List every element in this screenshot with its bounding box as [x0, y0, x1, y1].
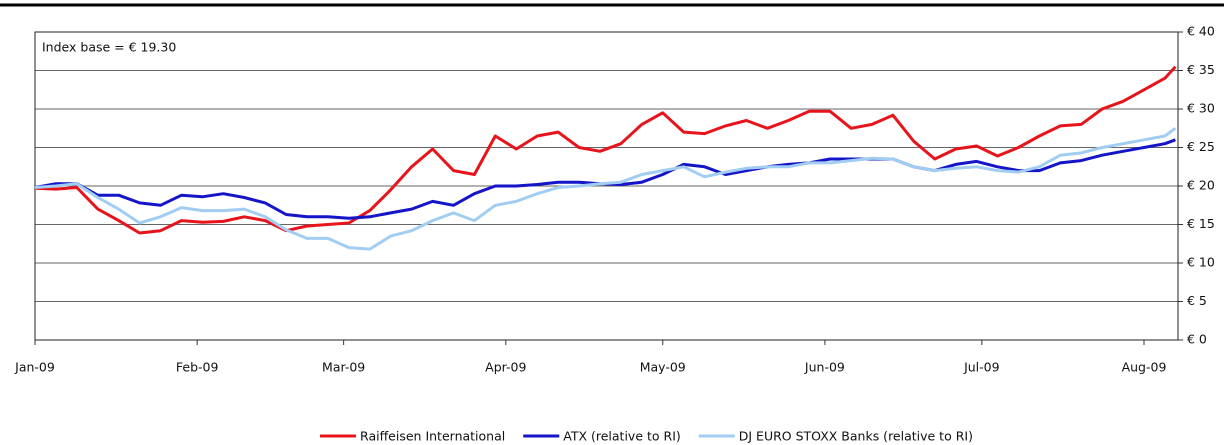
y-tick-label: € 40: [1187, 24, 1215, 39]
series-line: [34, 65, 1177, 235]
legend-label: Raiffeisen International: [360, 429, 505, 444]
legend-label: ATX (relative to RI): [563, 429, 681, 444]
series-line: [34, 138, 1176, 220]
annotation: Index base = € 19.30: [42, 40, 176, 55]
series-line: [34, 127, 1177, 251]
y-tick-label: € 15: [1187, 216, 1215, 231]
legend-label: DJ EURO STOXX Banks (relative to RI): [739, 429, 973, 444]
y-tick-label: € 5: [1187, 293, 1207, 308]
y-tick-label: € 0: [1187, 332, 1207, 347]
x-tick-label: Jan-09: [14, 360, 55, 375]
x-tick-label: Apr-09: [485, 360, 526, 375]
legend-item: Raiffeisen International: [320, 429, 505, 444]
x-tick-label: May-09: [640, 360, 686, 375]
x-tick-label: Jun-09: [804, 360, 845, 375]
x-tick-label: Feb-09: [176, 360, 219, 375]
y-tick-label: € 35: [1187, 62, 1215, 77]
y-tick-label: € 30: [1187, 101, 1215, 116]
y-tick-label: € 10: [1187, 255, 1215, 270]
legend-item: DJ EURO STOXX Banks (relative to RI): [698, 429, 973, 444]
x-tick-label: Aug-09: [1122, 360, 1167, 375]
x-tick-label: Mar-09: [322, 360, 365, 375]
y-tick-label: € 20: [1187, 178, 1215, 193]
legend-item: ATX (relative to RI): [523, 429, 681, 444]
y-tick-label: € 25: [1187, 139, 1215, 154]
x-tick-label: Jul-09: [963, 360, 1000, 375]
